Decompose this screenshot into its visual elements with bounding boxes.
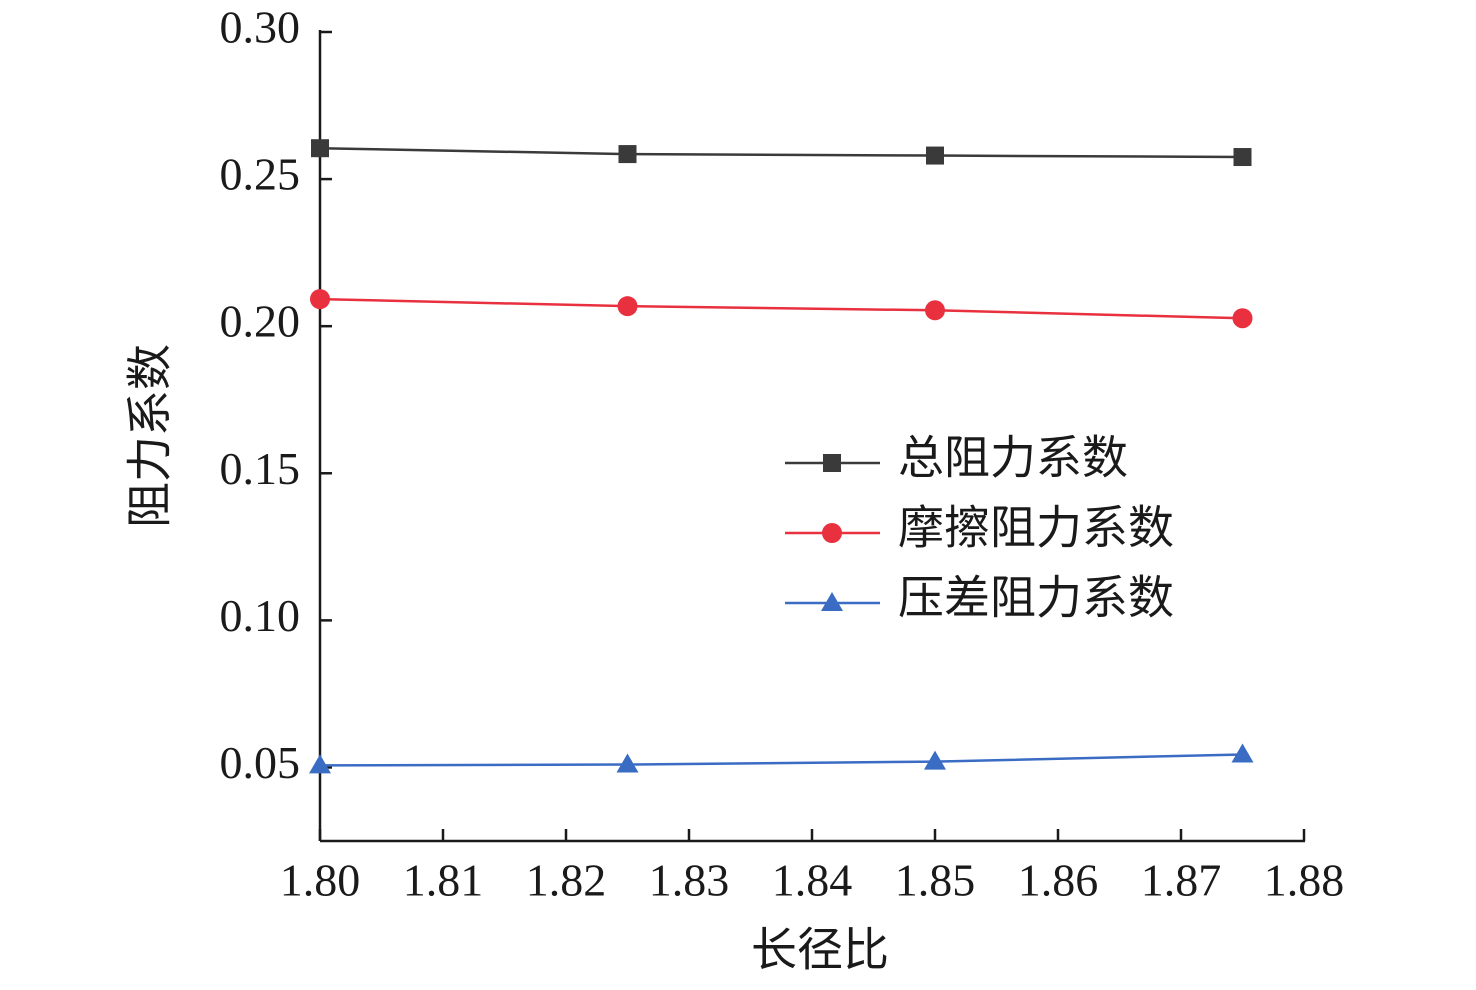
- data-point: [310, 289, 330, 310]
- x-tick-label: 1.84: [772, 855, 853, 906]
- y-tick-label: 0.20: [220, 296, 301, 347]
- legend-marker: [821, 592, 843, 611]
- data-point: [618, 145, 637, 164]
- y-axis-label: 阻力系数: [125, 344, 176, 528]
- x-tick-label: 1.83: [649, 855, 730, 906]
- data-point: [1232, 308, 1253, 329]
- series-line: [319, 297, 1243, 320]
- legend-marker: [822, 523, 842, 543]
- legend-label: 摩擦阻力系数: [898, 503, 1174, 554]
- data-point: [1233, 148, 1252, 167]
- legend-label: 总阻力系数: [898, 433, 1128, 484]
- data-point: [924, 750, 946, 770]
- x-tick-label: 1.81: [403, 855, 484, 906]
- data-point: [1231, 743, 1254, 763]
- data-point: [616, 753, 639, 773]
- data-point: [617, 296, 638, 317]
- x-tick-label: 1.80: [280, 855, 361, 906]
- data-point: [311, 139, 329, 158]
- x-axis-label: 长径比: [751, 925, 889, 976]
- x-tick-label: 1.87: [1141, 855, 1222, 906]
- x-tick-label: 1.86: [1018, 855, 1099, 906]
- data-point: [926, 146, 944, 165]
- data-point: [309, 754, 331, 774]
- x-tick-label: 1.82: [526, 855, 607, 906]
- x-tick-label: 1.85: [895, 855, 976, 906]
- x-tick-label: 1.88: [1264, 855, 1345, 906]
- y-tick-label: 0.10: [220, 590, 301, 641]
- legend-label: 压差阻力系数: [898, 573, 1174, 624]
- series-line: [319, 753, 1243, 767]
- data-point: [925, 300, 945, 321]
- y-tick-label: 0.25: [220, 149, 301, 200]
- series-line: [319, 146, 1243, 159]
- y-tick-label: 0.30: [220, 2, 301, 53]
- y-tick-label: 0.15: [220, 443, 301, 494]
- y-tick-label: 0.05: [220, 737, 301, 788]
- legend-marker: [823, 454, 841, 472]
